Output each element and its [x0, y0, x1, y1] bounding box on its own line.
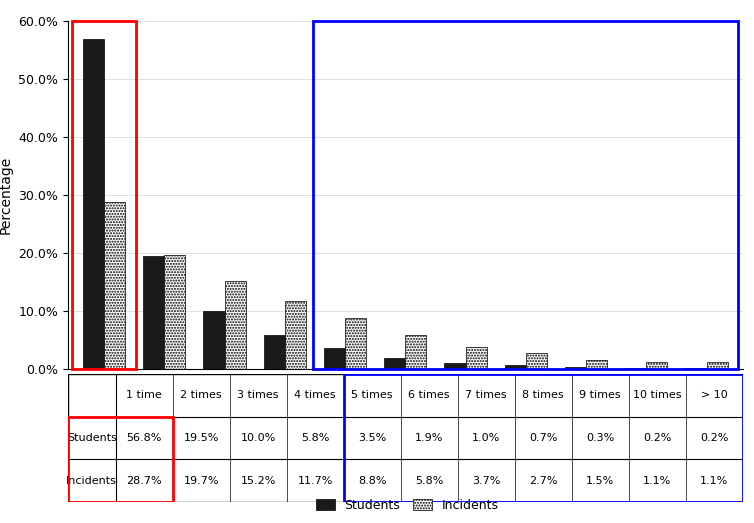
Bar [504, 365, 526, 369]
Text: 5.8%: 5.8% [301, 433, 329, 443]
Bar [586, 360, 607, 369]
Text: 8 times: 8 times [523, 390, 564, 400]
Bar [104, 202, 125, 369]
Bar [444, 363, 465, 369]
Text: 5 times: 5 times [351, 390, 393, 400]
Text: 3.7%: 3.7% [472, 476, 501, 486]
Text: 1.1%: 1.1% [643, 476, 671, 486]
Text: 2.7%: 2.7% [529, 476, 557, 486]
Text: Students: Students [67, 433, 117, 443]
Text: 19.7%: 19.7% [183, 476, 219, 486]
Bar [406, 335, 426, 369]
Text: 0.2%: 0.2% [643, 433, 671, 443]
Text: 7 times: 7 times [465, 390, 507, 400]
Bar [344, 374, 743, 502]
Text: Incidents: Incidents [66, 476, 117, 486]
Text: 2 times: 2 times [180, 390, 222, 400]
Text: 9 times: 9 times [579, 390, 621, 400]
Bar [465, 347, 486, 369]
Bar [68, 417, 173, 502]
Text: 10.0%: 10.0% [241, 433, 276, 443]
Text: 3.5%: 3.5% [358, 433, 386, 443]
Bar [685, 368, 706, 369]
Text: 0.3%: 0.3% [586, 433, 615, 443]
Text: 19.5%: 19.5% [183, 433, 219, 443]
Text: 10 times: 10 times [633, 390, 682, 400]
Text: 1.0%: 1.0% [472, 433, 501, 443]
Text: 56.8%: 56.8% [127, 433, 162, 443]
Text: 3 times: 3 times [238, 390, 279, 400]
Text: 1.5%: 1.5% [586, 476, 615, 486]
Bar [83, 39, 104, 369]
Text: 1.1%: 1.1% [700, 476, 728, 486]
Bar [164, 255, 185, 369]
Bar [225, 281, 246, 369]
Bar [72, 21, 136, 369]
Text: 15.2%: 15.2% [241, 476, 276, 486]
Text: 6 times: 6 times [409, 390, 450, 400]
Text: 8.8%: 8.8% [358, 476, 386, 486]
Bar [706, 362, 728, 369]
Text: 1.9%: 1.9% [415, 433, 443, 443]
Text: > 10: > 10 [700, 390, 728, 400]
Bar [385, 358, 406, 369]
Bar [526, 353, 547, 369]
Bar [646, 362, 667, 369]
Bar [324, 348, 345, 369]
Text: 1 time: 1 time [126, 390, 162, 400]
Bar [264, 335, 285, 369]
Bar [143, 256, 164, 369]
Text: 4 times: 4 times [294, 390, 336, 400]
Bar [313, 21, 738, 369]
Bar [625, 368, 646, 369]
Text: 11.7%: 11.7% [298, 476, 333, 486]
Bar [345, 317, 366, 369]
Text: 0.2%: 0.2% [700, 433, 728, 443]
Bar [285, 301, 306, 369]
Bar [204, 311, 225, 369]
Text: 5.8%: 5.8% [415, 476, 443, 486]
Text: 0.7%: 0.7% [529, 433, 557, 443]
Y-axis label: Percentage: Percentage [0, 156, 13, 234]
Text: 28.7%: 28.7% [127, 476, 162, 486]
Bar [565, 367, 586, 369]
Legend: Students, Incidents: Students, Incidents [311, 494, 504, 517]
